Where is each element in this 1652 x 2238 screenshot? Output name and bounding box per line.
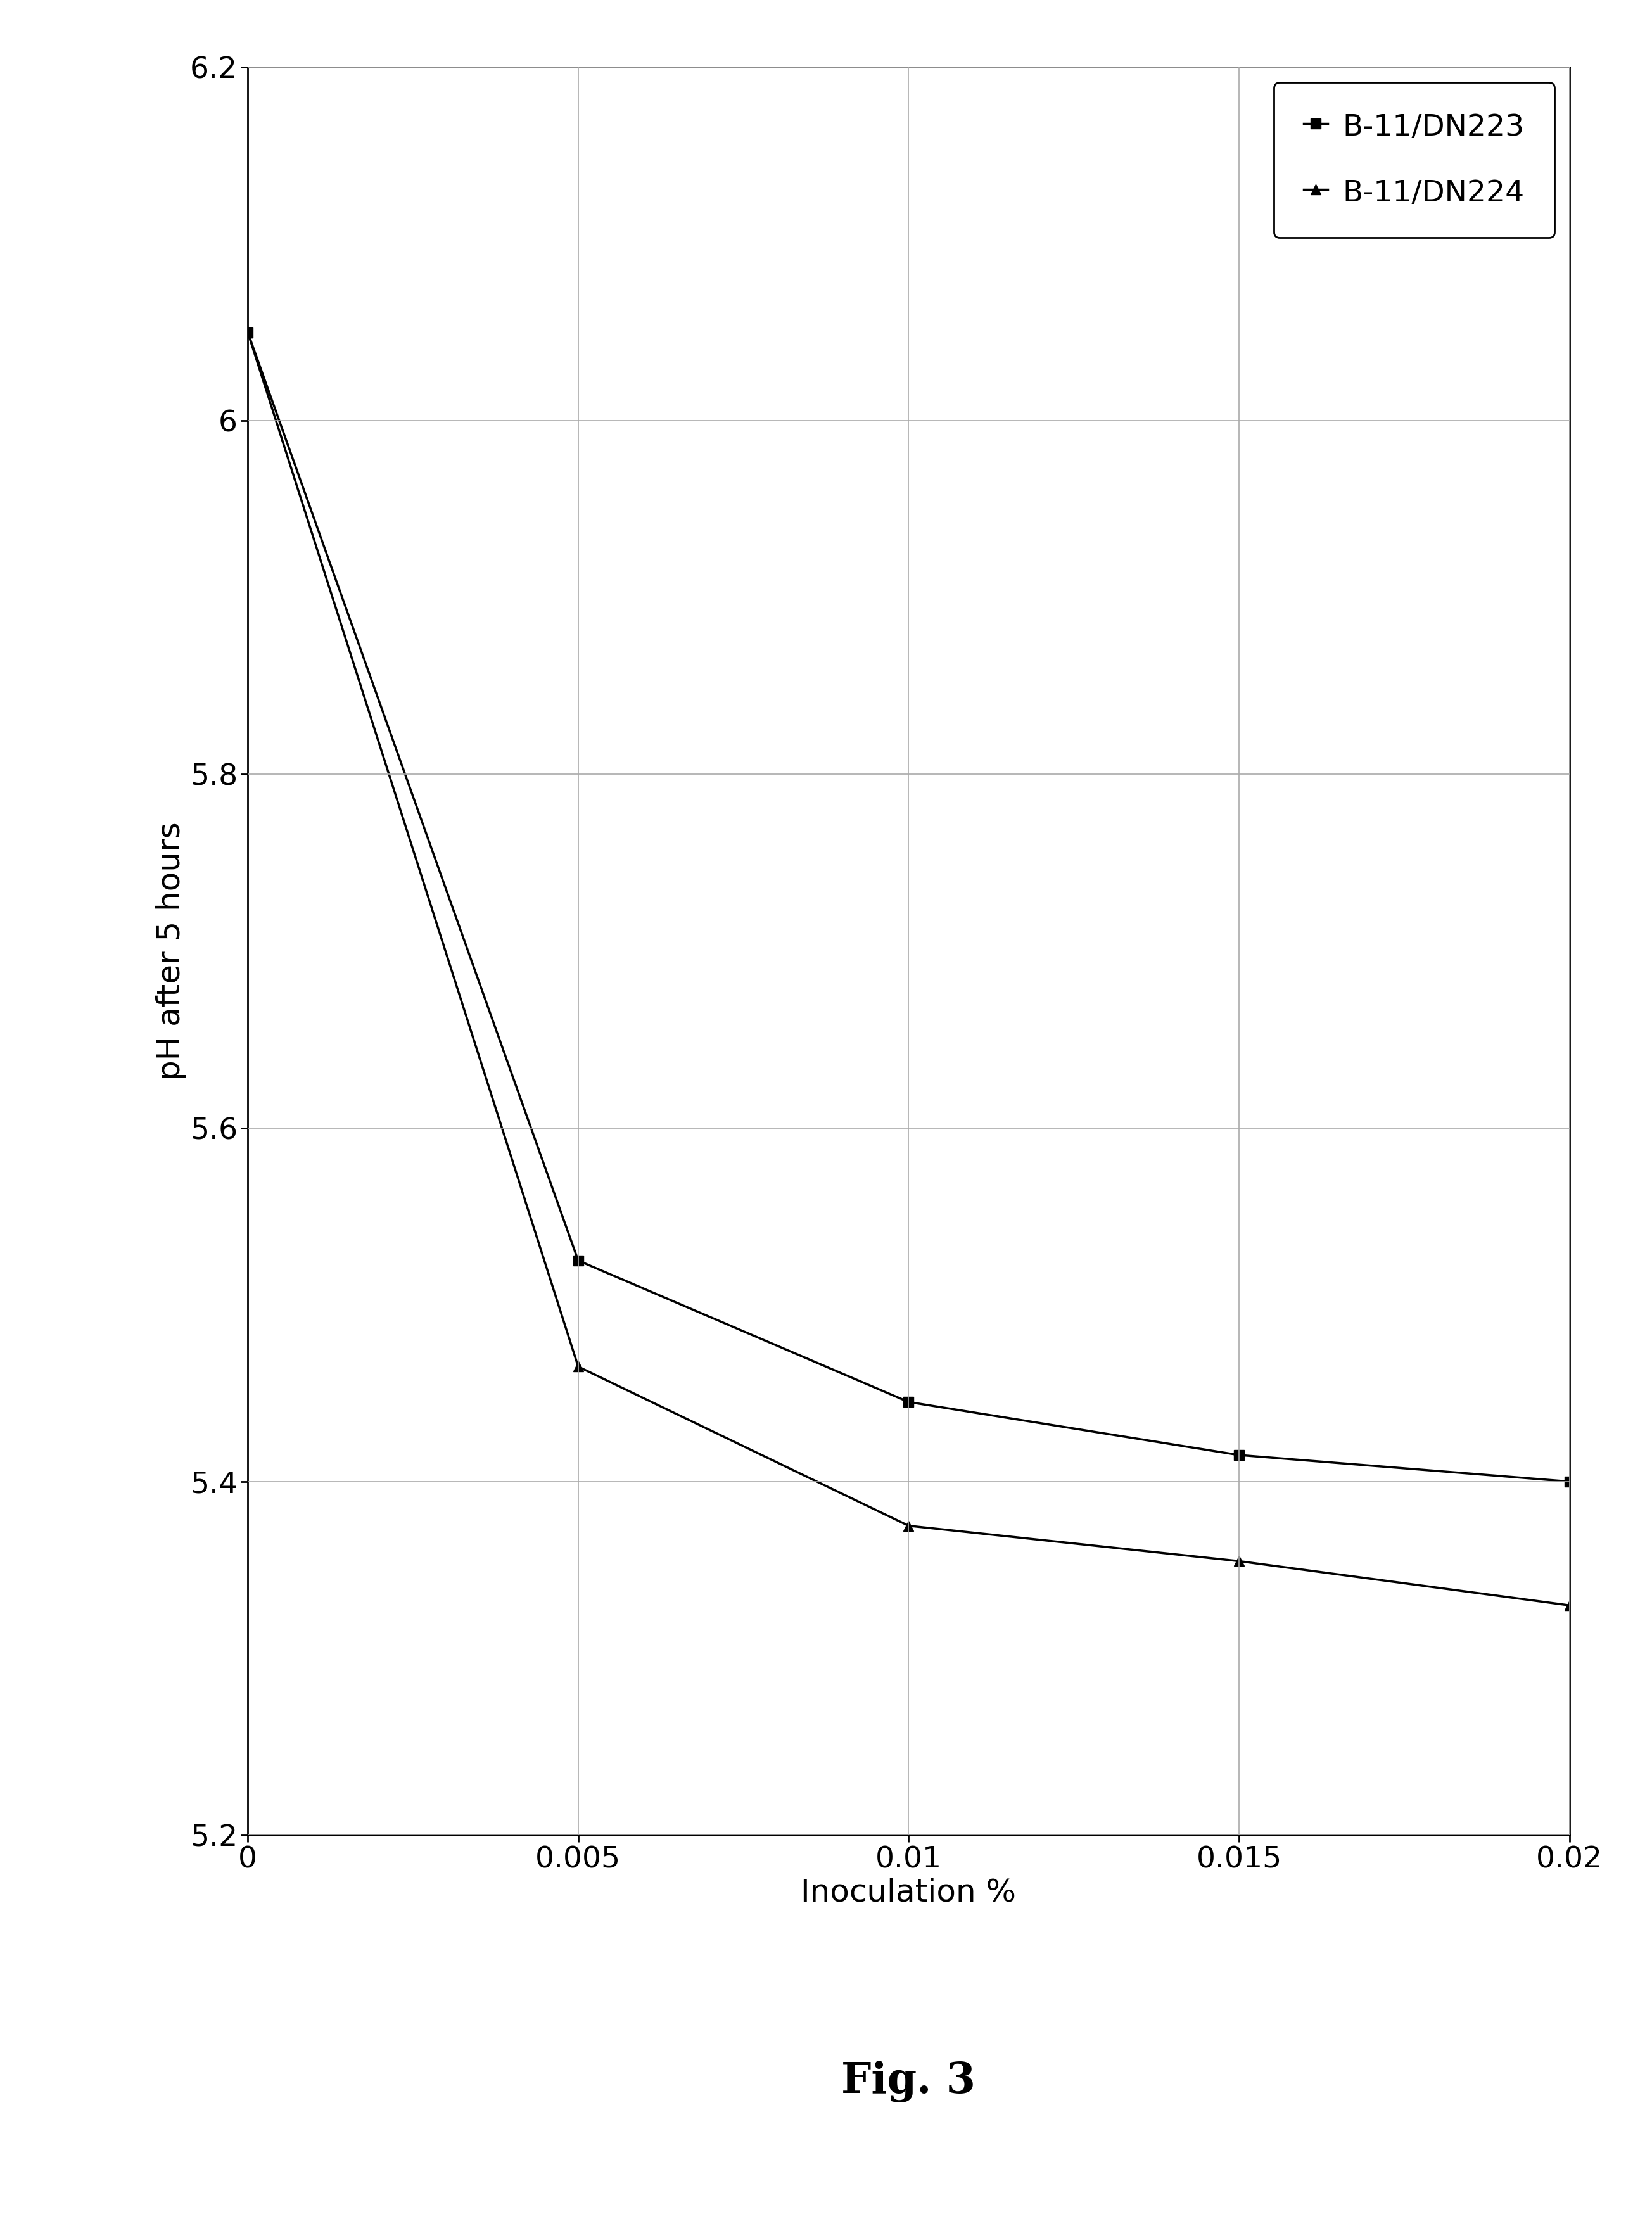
Line: B-11/DN223: B-11/DN223	[243, 327, 1574, 1486]
B-11/DN224	[899, 1513, 919, 1540]
B-11/DN223	[238, 320, 258, 347]
B-11/DN223	[1229, 1441, 1249, 1468]
B-11/DN224	[238, 320, 258, 347]
B-11/DN223	[1559, 1468, 1579, 1495]
B-11/DN223	[568, 1247, 588, 1273]
X-axis label: Inoculation %: Inoculation %	[801, 1878, 1016, 1907]
Text: Fig. 3: Fig. 3	[841, 2061, 976, 2101]
B-11/DN224	[568, 1354, 588, 1381]
B-11/DN224	[1559, 1591, 1579, 1618]
Line: B-11/DN224: B-11/DN224	[243, 327, 1574, 1611]
B-11/DN223	[899, 1388, 919, 1414]
Y-axis label: pH after 5 hours: pH after 5 hours	[155, 821, 187, 1081]
Legend: B-11/DN223, B-11/DN224: B-11/DN223, B-11/DN224	[1274, 83, 1555, 237]
B-11/DN224	[1229, 1549, 1249, 1576]
